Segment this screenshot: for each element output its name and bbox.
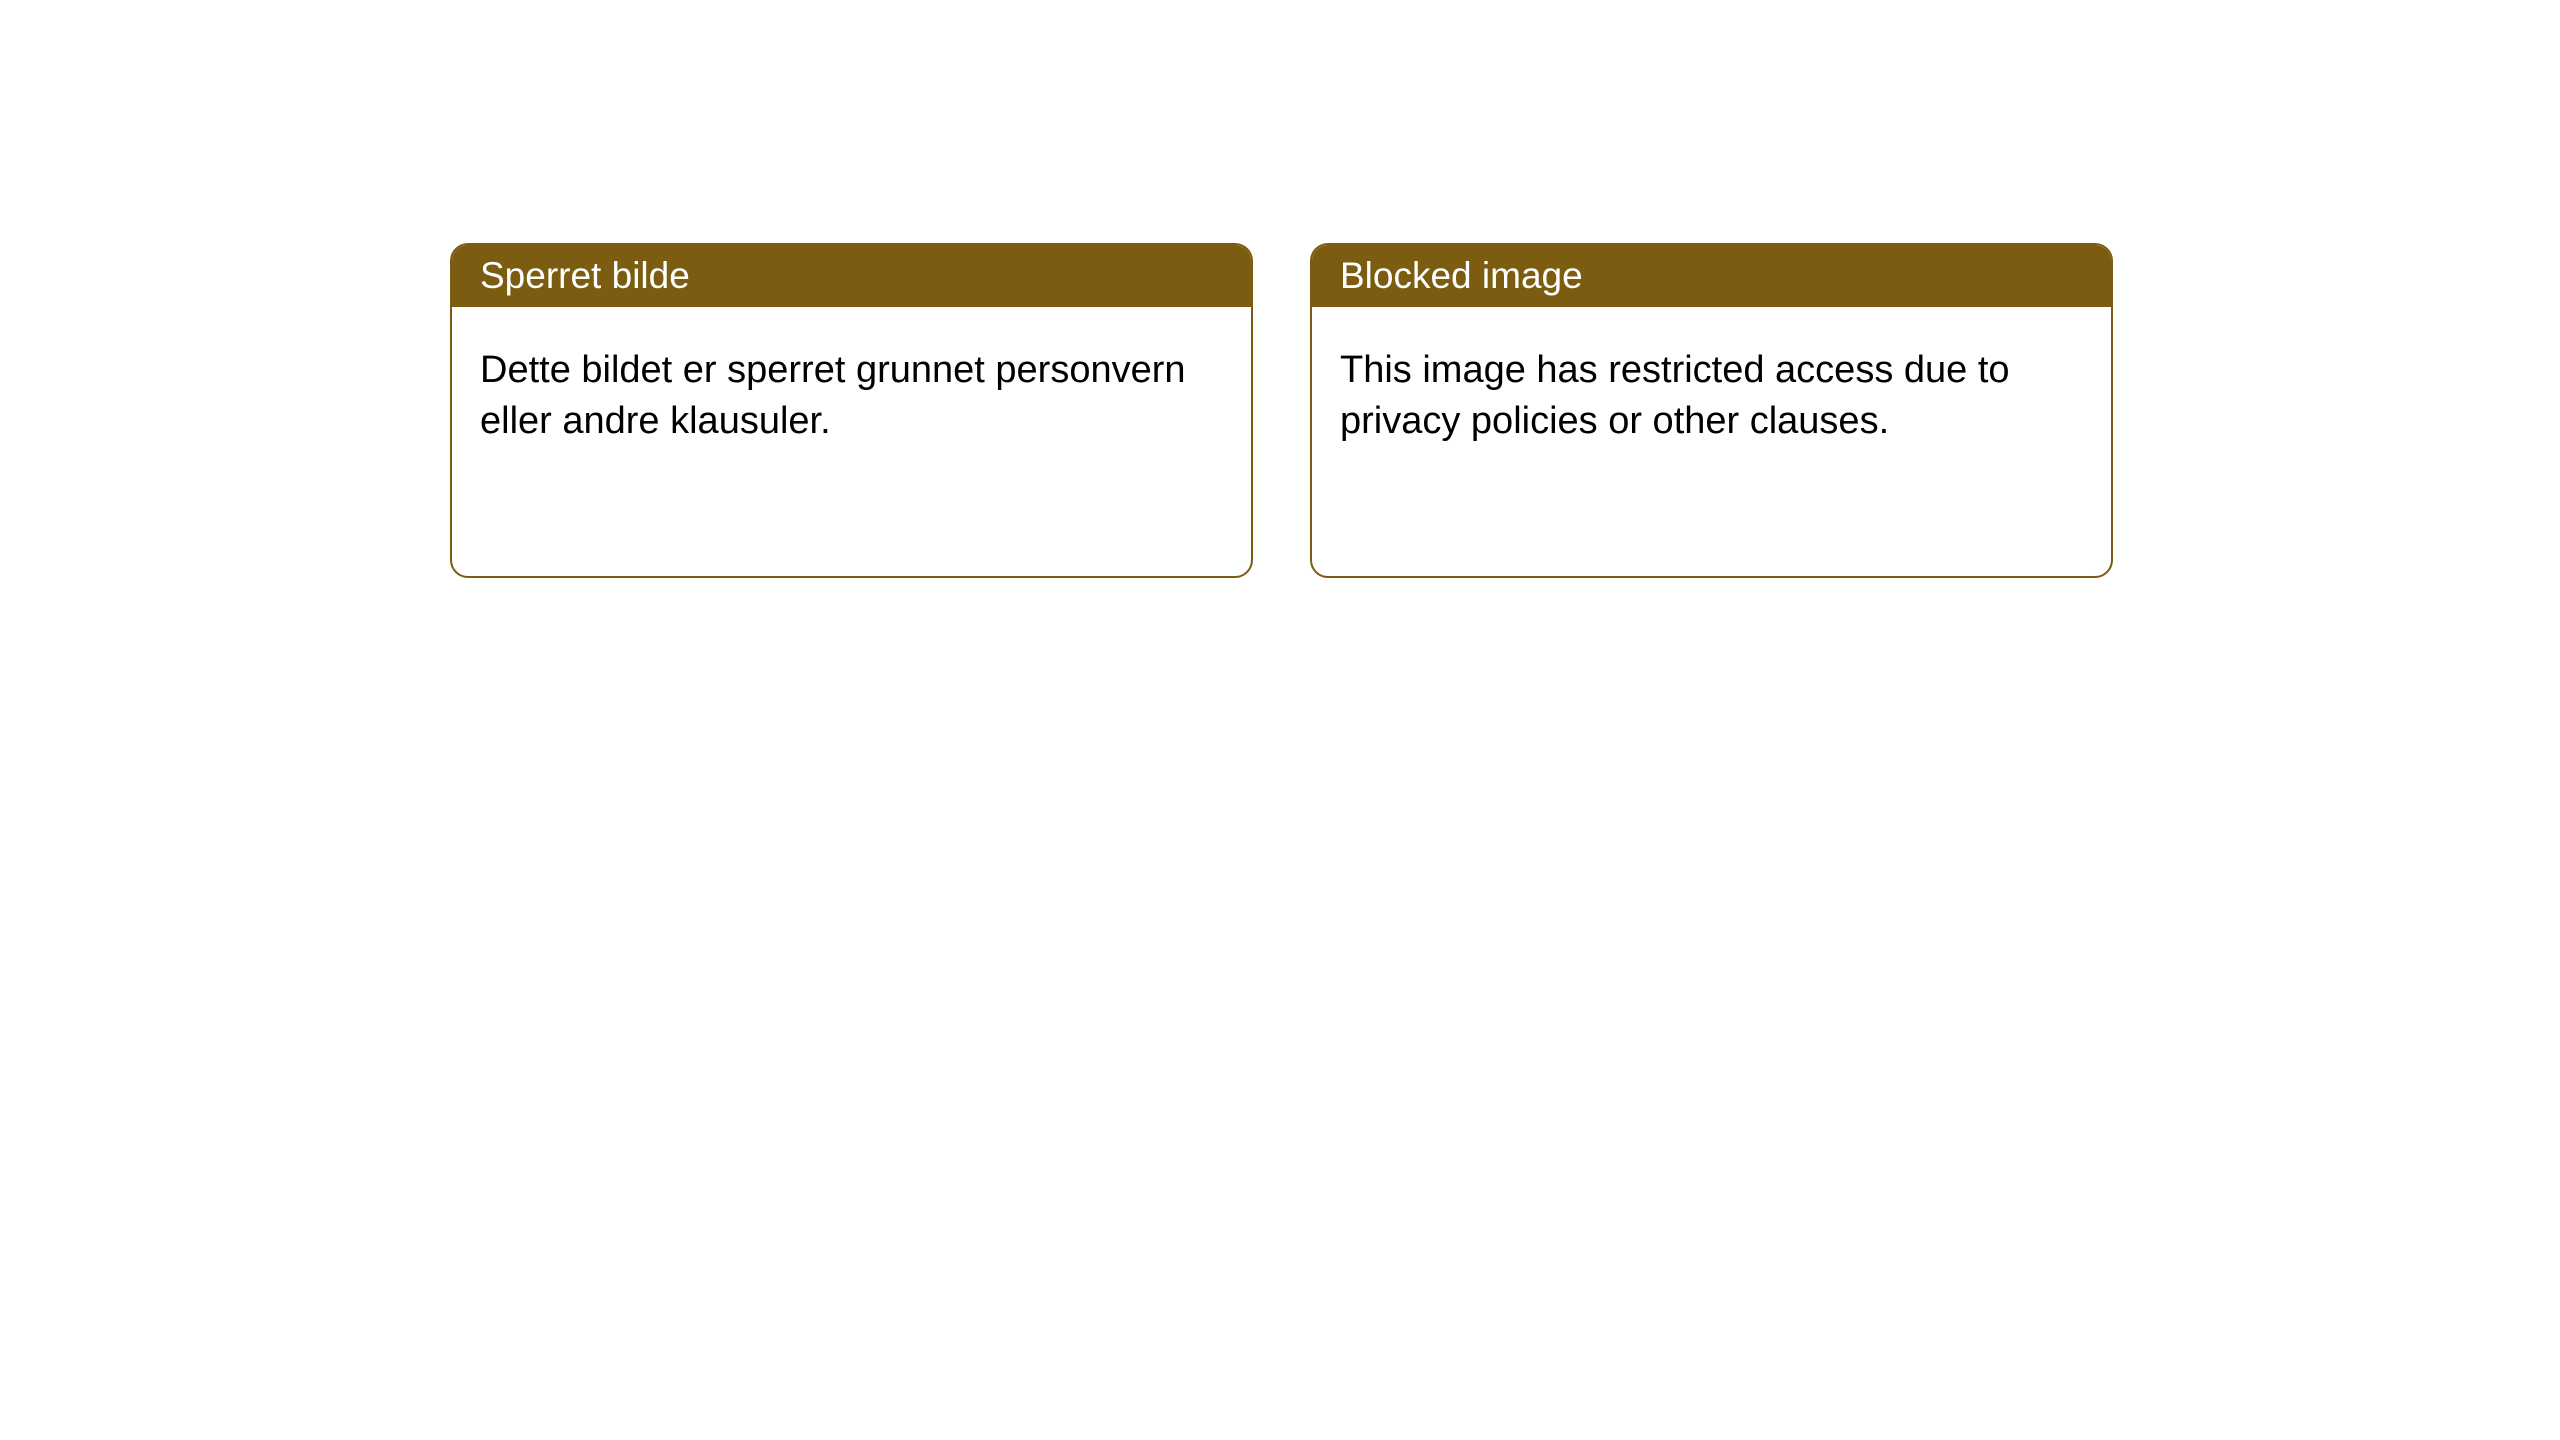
card-norwegian: Sperret bilde Dette bildet er sperret gr… [450, 243, 1253, 578]
card-text-norwegian: Dette bildet er sperret grunnet personve… [480, 349, 1186, 442]
card-text-english: This image has restricted access due to … [1340, 349, 2010, 442]
card-header-english: Blocked image [1312, 245, 2111, 307]
cards-container: Sperret bilde Dette bildet er sperret gr… [450, 243, 2113, 578]
card-header-norwegian: Sperret bilde [452, 245, 1251, 307]
card-body-english: This image has restricted access due to … [1312, 307, 2111, 486]
card-body-norwegian: Dette bildet er sperret grunnet personve… [452, 307, 1251, 486]
card-title-english: Blocked image [1340, 255, 1583, 296]
card-title-norwegian: Sperret bilde [480, 255, 690, 296]
card-english: Blocked image This image has restricted … [1310, 243, 2113, 578]
